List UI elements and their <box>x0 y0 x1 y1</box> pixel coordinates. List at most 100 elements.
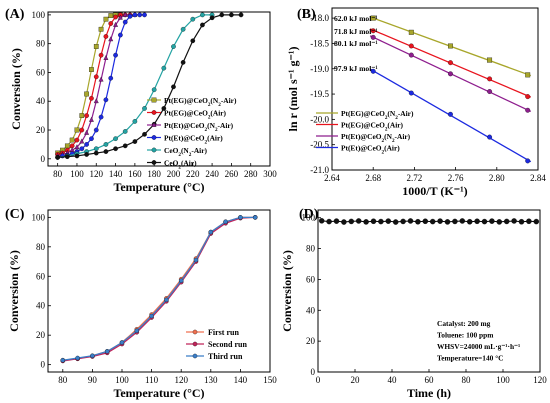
activation-energy-label: 62.0 kJ mol⁻¹ <box>334 14 378 23</box>
data-point <box>64 143 70 149</box>
data-point <box>503 218 510 225</box>
data-point <box>93 146 99 152</box>
data-point <box>118 32 123 38</box>
data-point <box>333 218 340 224</box>
series-line <box>57 14 131 156</box>
x-tick-label: 260 <box>225 169 239 179</box>
data-point <box>448 71 453 77</box>
panel-b: 2.64 2.68 2.72 2.76 2.80 2.84 -18.0 -18.5 -19.0 -… <box>286 7 546 198</box>
data-point <box>93 74 99 80</box>
data-point <box>238 12 244 18</box>
data-point <box>151 87 157 93</box>
data-point <box>98 26 104 32</box>
y-axis-label: Conversion (%) <box>280 250 294 332</box>
activation-energy-label: 71.8 kJ mol⁻¹ <box>334 27 378 36</box>
data-point <box>119 340 125 345</box>
data-point <box>200 12 205 18</box>
y-axis-label: Conversion (%) <box>9 48 23 130</box>
data-point <box>378 218 384 225</box>
data-point <box>113 146 118 152</box>
data-point <box>93 150 99 156</box>
data-point <box>164 297 169 303</box>
x-tick-label: 0 <box>316 375 321 385</box>
data-point <box>392 219 399 225</box>
panel-label: (C) <box>5 207 25 222</box>
data-point <box>142 131 147 137</box>
legend-entry: CeO2(Air) <box>164 159 197 171</box>
x-tick-label: 80 <box>58 375 68 385</box>
x-tick-label: 2.64 <box>324 173 340 183</box>
data-point <box>511 218 517 224</box>
legend-marker <box>151 121 157 127</box>
y-tick-label: 40 <box>306 305 316 315</box>
x-tick-label: 40 <box>388 375 398 385</box>
x-tick-label: 80 <box>53 169 63 179</box>
data-point <box>89 96 94 101</box>
legend-entry: Second run <box>208 340 247 349</box>
y-tick-label: 100 <box>32 212 46 222</box>
data-point <box>103 55 109 60</box>
data-point <box>525 158 531 164</box>
x-tick-label: 20 <box>351 375 361 385</box>
legend-entry: Pt(Et)@CeO2(N2-Air) <box>164 121 234 133</box>
activation-energy-label: 97.9 kJ mol⁻¹ <box>334 64 378 73</box>
data-point <box>437 218 443 224</box>
y-tick-label: -20.5 <box>310 140 329 150</box>
x-tick-label: 80 <box>462 375 472 385</box>
data-point <box>98 52 104 58</box>
data-point <box>348 218 355 225</box>
data-point <box>161 106 167 111</box>
data-point <box>117 14 123 20</box>
data-point <box>64 154 70 159</box>
x-tick-label: 90 <box>88 375 98 385</box>
x-tick-label: 2.68 <box>365 173 381 183</box>
data-point <box>318 218 325 224</box>
data-point <box>408 29 414 35</box>
panel-a: 80 100 120 140 160 180 200 220 240 260 280 300 0 20 40… <box>5 7 277 194</box>
x-tick-label: 130 <box>204 375 218 385</box>
series-line <box>57 14 135 157</box>
data-point <box>180 60 186 65</box>
data-point <box>88 116 94 122</box>
data-point <box>487 134 493 140</box>
data-point <box>370 34 376 40</box>
data-point <box>113 136 118 142</box>
y-tick-label: 40 <box>36 301 46 311</box>
data-point <box>84 91 89 97</box>
data-point <box>448 111 453 117</box>
y-tick-label: 80 <box>36 242 46 252</box>
data-point <box>525 72 531 78</box>
data-point <box>122 19 128 25</box>
data-point <box>180 26 186 32</box>
data-point <box>178 278 184 283</box>
y-axis-label: ln r (mol s⁻¹ g⁻¹) <box>286 47 300 132</box>
data-point <box>108 13 114 18</box>
data-point <box>518 218 525 225</box>
data-point <box>134 328 140 334</box>
data-point <box>171 44 176 49</box>
data-point <box>496 219 503 225</box>
data-point <box>385 218 392 224</box>
data-point <box>103 97 109 103</box>
data-point <box>122 143 128 149</box>
y-tick-label: 20 <box>36 125 46 135</box>
data-point <box>487 76 493 82</box>
x-axis-label: 1000/T (K⁻¹) <box>402 184 467 198</box>
data-point <box>103 34 109 39</box>
data-point <box>122 129 128 134</box>
x-tick-label: 220 <box>186 169 200 179</box>
x-tick-label: 100 <box>115 375 129 385</box>
data-point <box>84 129 90 135</box>
data-point <box>408 43 414 49</box>
x-tick-label: 150 <box>263 375 277 385</box>
data-point <box>55 155 61 160</box>
y-tick-label: 80 <box>36 39 46 49</box>
x-tick-label: 140 <box>234 375 248 385</box>
data-point <box>142 12 147 18</box>
data-point <box>108 21 114 26</box>
data-point <box>190 38 196 44</box>
legend-entry: Pt(EG)@CeO2(N2-Air) <box>164 96 237 108</box>
data-point <box>84 113 89 118</box>
y-tick-label: 40 <box>36 96 46 106</box>
condition-note: Temperature=140 °C <box>437 354 504 363</box>
